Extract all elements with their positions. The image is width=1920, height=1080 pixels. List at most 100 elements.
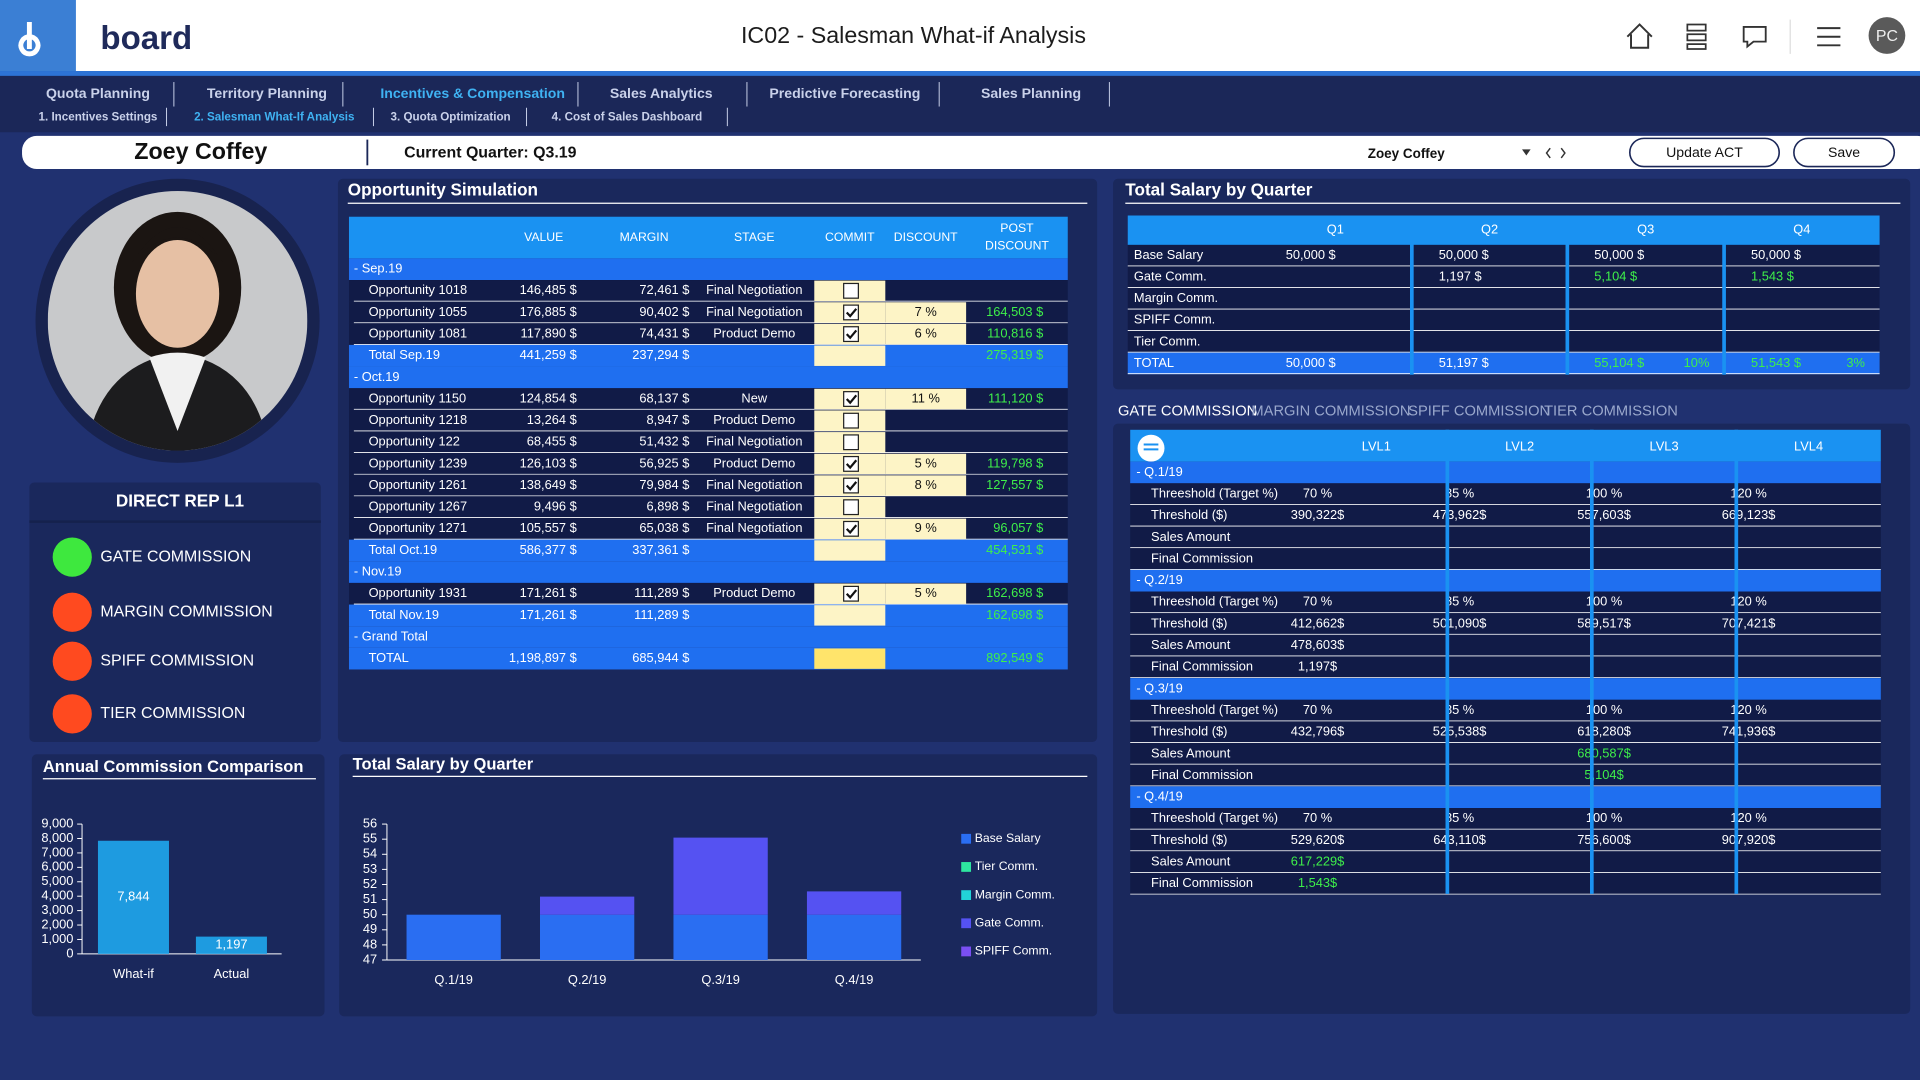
row <box>1130 548 1881 570</box>
column-header: POST <box>1000 221 1034 235</box>
column-header: COMMIT <box>825 230 875 244</box>
checkmark <box>845 589 858 600</box>
checkbox[interactable] <box>843 455 859 472</box>
column-header: LVL3 <box>1650 438 1679 453</box>
nav-tab[interactable]: Incentives & Compensation <box>380 85 565 101</box>
row <box>1130 634 1881 657</box>
commit-cell <box>814 605 886 626</box>
stage-cell: Product Demo <box>713 585 795 600</box>
row-label: Final Commission <box>1151 550 1253 565</box>
row <box>1127 288 1880 310</box>
status-label: MARGIN COMMISSION <box>100 603 272 620</box>
nav-tab[interactable]: Sales Analytics <box>610 85 713 101</box>
button-label[interactable]: Update ACT <box>1666 144 1743 160</box>
y-tick-label: 2,000 <box>41 916 73 931</box>
checkbox[interactable] <box>843 304 859 321</box>
row <box>1127 352 1880 375</box>
cell: 100 % <box>1586 594 1622 609</box>
logo-icon <box>18 22 41 57</box>
menu-icon[interactable] <box>1817 27 1841 47</box>
salesman-selector[interactable]: Zoey Coffey <box>1368 146 1446 161</box>
toolbar-bg <box>22 135 1920 169</box>
toolbar: Zoey Coffey Current Quarter: Q3.19 Zoey … <box>22 135 1920 169</box>
commission-tab[interactable]: SPIFF COMMISSION <box>1408 403 1550 419</box>
discount-value: 8 % <box>915 477 937 492</box>
nav-tab[interactable]: Predictive Forecasting <box>769 85 920 101</box>
nav-tab[interactable]: Territory Planning <box>207 85 327 101</box>
commission-tab[interactable]: GATE COMMISSION <box>1118 403 1257 419</box>
value-cell: 441,259 $ <box>520 347 577 362</box>
commission-tab[interactable]: TIER COMMISSION <box>1544 403 1678 419</box>
column-header: Q2 <box>1481 222 1498 237</box>
cell: 473,962$ <box>1433 507 1487 522</box>
pager[interactable] <box>1545 147 1566 159</box>
chat-icon[interactable] <box>1742 26 1767 49</box>
home-icon[interactable] <box>1626 23 1653 49</box>
nav-tab[interactable]: Sales Planning <box>981 85 1081 101</box>
row-label: Opportunity 1081 <box>369 325 468 340</box>
rep-panel <box>29 482 321 743</box>
checkbox[interactable] <box>843 391 859 407</box>
panel-title: DIRECT REP L1 <box>116 491 245 511</box>
stage-cell: Product Demo <box>713 412 795 427</box>
checkbox[interactable] <box>843 326 859 343</box>
cell: 100 % <box>1586 810 1622 825</box>
bar <box>195 936 267 954</box>
checkbox[interactable] <box>843 585 859 602</box>
table-menu[interactable] <box>1137 434 1165 462</box>
avatar[interactable] <box>1868 17 1906 54</box>
checkbox[interactable] <box>843 434 859 451</box>
row-label: Total Nov.19 <box>369 607 439 622</box>
cell: 1,197$ <box>1298 659 1337 674</box>
button[interactable] <box>1793 137 1896 168</box>
cell: 907,920$ <box>1722 832 1776 847</box>
button[interactable] <box>1629 137 1780 168</box>
checkbox[interactable] <box>843 412 859 429</box>
button-label[interactable]: Save <box>1828 144 1860 160</box>
legend-swatch <box>961 833 972 844</box>
checkbox[interactable] <box>843 499 859 516</box>
group-row <box>348 366 1068 389</box>
checkmark <box>845 394 858 405</box>
post-discount-cell: 275,319 $ <box>986 347 1043 362</box>
nav-subtab[interactable]: 4. Cost of Sales Dashboard <box>552 111 703 124</box>
column-header: MARGIN <box>620 230 669 244</box>
bar-segment <box>806 914 902 960</box>
row <box>1130 699 1881 722</box>
value-cell: 124,854 $ <box>520 390 577 405</box>
row <box>1130 808 1881 830</box>
row <box>1130 656 1881 679</box>
row <box>1130 872 1881 895</box>
status-label: SPIFF COMMISSION <box>100 652 254 669</box>
nav-subtab[interactable]: 2. Salesman What-If Analysis <box>194 111 354 124</box>
nav-subtab[interactable]: 3. Quota Optimization <box>391 111 511 124</box>
nav-tab[interactable]: Quota Planning <box>46 85 150 101</box>
nav-subtab[interactable]: 1. Incentives Settings <box>39 111 158 124</box>
dropdown-arrow[interactable] <box>1522 149 1531 156</box>
row-label: TOTAL <box>369 650 409 665</box>
logo-tile[interactable] <box>0 0 76 72</box>
cell: 85 % <box>1445 485 1474 500</box>
checkbox[interactable] <box>843 282 859 299</box>
y-tick-label: 7,000 <box>41 844 73 859</box>
commission-tab[interactable]: MARGIN COMMISSION <box>1251 403 1410 419</box>
y-tick-label: 48 <box>363 936 377 951</box>
hierarchy-icon[interactable] <box>1686 23 1707 50</box>
x-tick-label: Q.3/19 <box>701 972 740 987</box>
current-quarter: Current Quarter: Q3.19 <box>404 144 577 161</box>
legend-label: Tier Comm. <box>975 859 1038 873</box>
y-tick-label: 6,000 <box>41 859 73 874</box>
margin-cell: 72,461 $ <box>639 282 689 297</box>
checkmark <box>845 481 858 491</box>
cell: 525,538$ <box>1433 724 1487 739</box>
checkbox[interactable] <box>843 520 859 537</box>
discount-value: 5 % <box>915 455 937 470</box>
checkbox[interactable] <box>843 477 859 494</box>
cell: 55,104 $ <box>1594 355 1644 370</box>
row-label: Gate Comm. <box>1134 269 1207 284</box>
row <box>1130 829 1881 852</box>
row-label: Opportunity 1271 <box>369 520 468 535</box>
header <box>0 0 1920 72</box>
row-label: Opportunity 1055 <box>369 304 468 319</box>
status-label: GATE COMMISSION <box>100 548 251 565</box>
